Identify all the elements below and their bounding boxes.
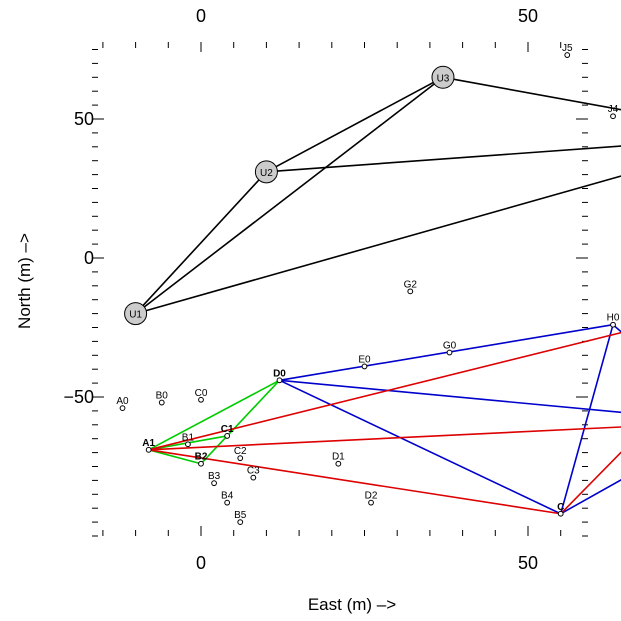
axis-tick-labels: 005050100100500−50 [63,6,538,573]
point-label-c3: C3 [247,466,260,477]
link-green-c1-d0 [226,379,281,437]
point-j5 [564,52,571,58]
point-a1 [145,446,152,453]
point-b4 [224,499,231,506]
node-u1 [124,302,148,326]
point-label-c0: C0 [195,388,208,399]
link-green-a1-d0 [148,379,280,451]
link-red-a1-i1 [148,426,621,451]
x-tick-label-top: 50 [518,6,538,26]
point-c3 [250,474,257,481]
point-b5 [237,519,244,525]
point-g0 [446,349,453,356]
point-label-b2: B2 [195,452,208,463]
x-tick-label-top: 0 [196,6,206,26]
point-d0 [276,377,283,384]
point-label-b3: B3 [208,471,221,482]
point-b2 [198,460,204,467]
point-label-h0: H0 [607,313,620,324]
point-h0 [610,321,616,328]
x-axis-title: East (m) –> [308,595,396,614]
link-lines [135,76,621,515]
y-tick-label: 50 [74,109,94,129]
point-c2 [237,455,244,462]
point-label-a1: A1 [142,438,155,449]
point-label-b0: B0 [156,391,169,402]
link-green-a1-b2 [148,449,202,465]
y-axis-title: North (m) –> [15,233,34,329]
link-blue-i1-c [560,479,621,515]
point-label-b4: B4 [221,491,234,502]
link-black-u3-u4 [442,76,621,111]
axis-ticks [92,42,588,537]
node-label-u3: U3 [437,73,450,84]
point-label-j4: J4 [608,104,619,115]
x-tick-label-bottom: 50 [518,553,538,573]
point-c [557,510,564,517]
point-d1 [335,460,342,467]
point-label-e0: E0 [358,354,371,365]
x-tick-label-bottom: 0 [196,553,206,573]
node-label-u1: U1 [129,310,142,321]
y-tick-label: 0 [84,248,94,268]
node-label-u2: U2 [260,168,273,179]
point-label-c2: C2 [234,446,247,457]
link-black-u1-u4 [135,175,621,315]
link-red-k0-c [560,451,621,515]
point-a0 [119,405,126,412]
link-blue-d0-h0 [279,323,614,382]
point-d2 [368,499,374,506]
point-label-g2: G2 [404,279,418,290]
point-label-b5: B5 [234,510,247,521]
node-u3 [431,65,455,89]
point-b1 [185,441,191,448]
link-red-a1-k0 [148,331,621,451]
y-tick-label: −50 [63,387,94,407]
link-blue-h0-c [559,324,614,514]
point-label-a0: A0 [116,396,129,407]
point-c1 [224,433,231,439]
point-label-d2: D2 [365,491,378,502]
link-black-u1-u2 [135,171,267,315]
point-label-c: C [557,502,564,513]
point-label-d0: D0 [273,368,286,379]
link-black-u1-u3 [135,76,444,315]
relay-nodes: U1U2U3U4 [124,65,455,326]
point-j4 [610,113,616,120]
point-label-b1: B1 [182,432,195,443]
point-c0 [198,396,204,403]
point-b3 [211,480,217,487]
link-blue-d0-i1 [279,379,621,414]
point-label-c1: C1 [221,424,234,435]
point-label-d1: D1 [332,452,345,463]
link-black-u2-u3 [266,76,444,173]
link-blue-d0-c [279,379,562,515]
point-label-g0: G0 [443,341,457,352]
link-red-a1-c [148,449,561,515]
point-label-j5: J5 [562,43,573,54]
link-black-u2-u4 [266,145,621,173]
point-e0 [361,363,368,370]
node-u2 [254,160,278,184]
station-points: A0A1B0C0B1C1B2C2C3B3B4B5D0D1D2E0G0G2H0CI… [116,43,620,525]
point-b0 [158,399,165,406]
point-g2 [407,288,414,295]
link-blue-h0-i1 [612,324,621,333]
